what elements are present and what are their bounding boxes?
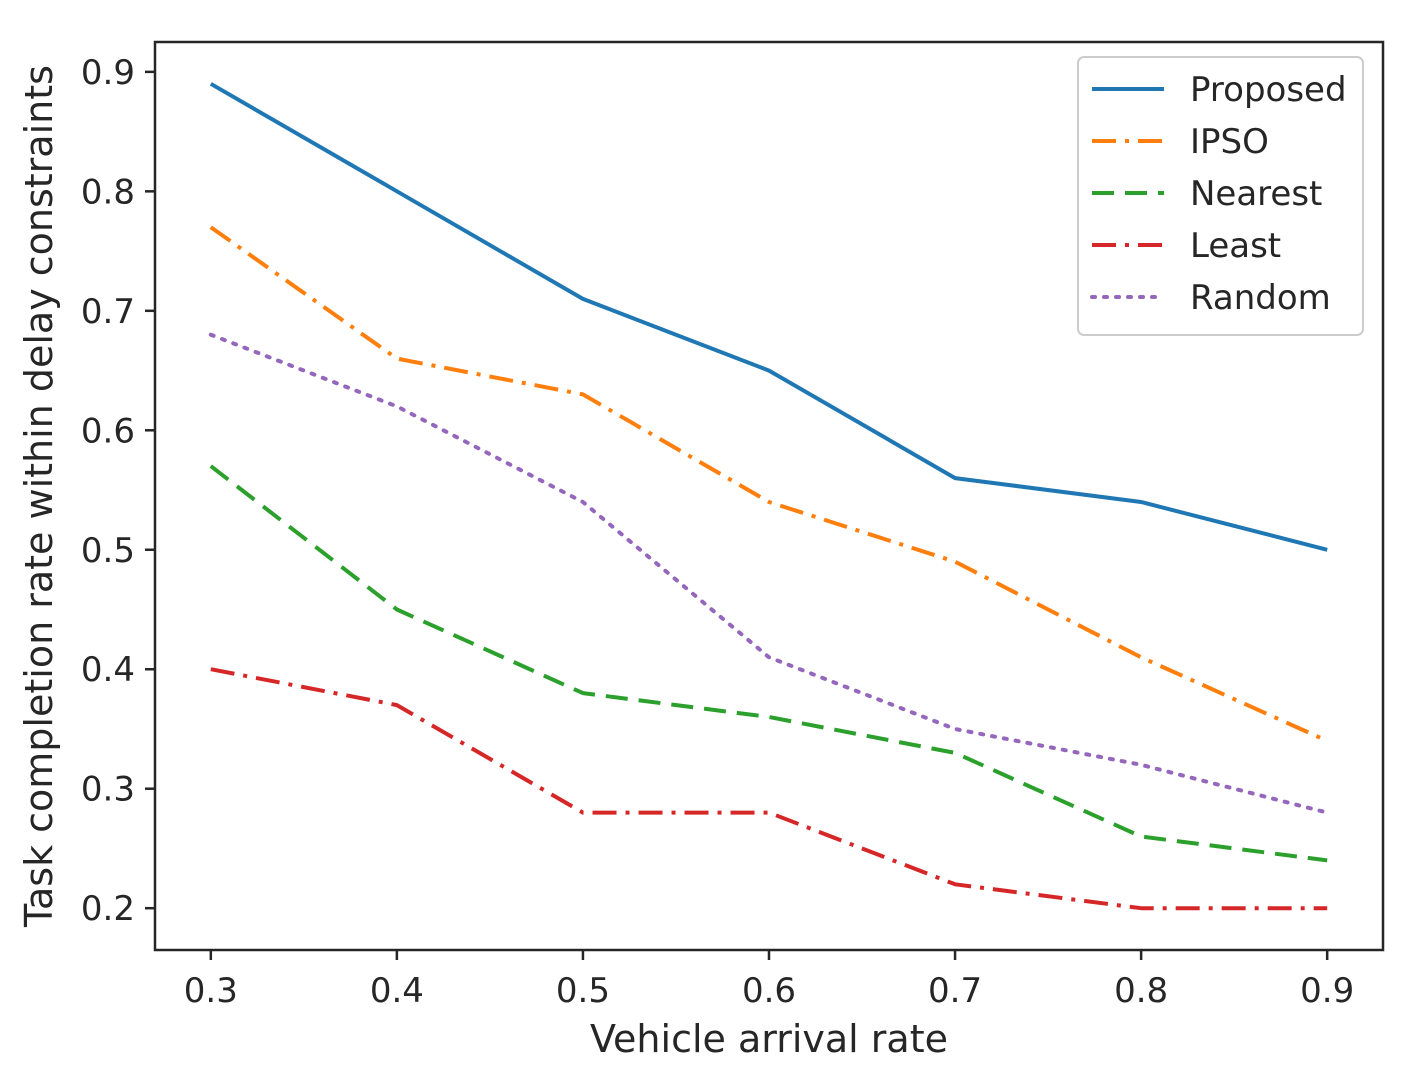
legend: Proposed IPSO Nearest Least Random (1077, 56, 1364, 336)
y-tick-label-0-6: 0.6 (81, 411, 135, 451)
y-tick-label-0-2: 0.2 (81, 889, 135, 929)
x-tick-label-0-5: 0.5 (556, 971, 610, 1011)
series-line-least (210, 667, 1328, 911)
x-tick-label-0-9: 0.9 (1300, 971, 1354, 1011)
x-tick-label-0-4: 0.4 (370, 971, 424, 1011)
y-tick-label-0-7: 0.7 (81, 292, 135, 332)
x-axis: 0.3 0.4 0.5 0.6 0.7 0.8 0.9 (184, 950, 1354, 1011)
y-tick-label-0-9: 0.9 (81, 53, 135, 93)
y-tick-label-0-4: 0.4 (81, 650, 135, 690)
y-tick-label-0-8: 0.8 (81, 172, 135, 212)
y-axis-label: Task completion rate within delay constr… (17, 65, 61, 928)
legend-label-random: Random (1190, 278, 1331, 318)
x-tick-label-0-8: 0.8 (1114, 971, 1168, 1011)
series-line-nearest (209, 464, 1328, 863)
x-tick-label-0-3: 0.3 (184, 971, 238, 1011)
y-axis: 0.2 0.3 0.4 0.5 0.6 0.7 0.8 0.9 (81, 53, 155, 929)
series-line-random (208, 332, 1330, 815)
legend-label-least: Least (1190, 226, 1281, 266)
x-tick-label-0-6: 0.6 (742, 971, 796, 1011)
y-tick-label-0-5: 0.5 (81, 531, 135, 571)
series-line-ipso (209, 225, 1329, 743)
x-tick-label-0-7: 0.7 (928, 971, 982, 1011)
y-tick-label-0-3: 0.3 (81, 770, 135, 810)
x-axis-label: Vehicle arrival rate (590, 1017, 948, 1061)
chart-marks (208, 82, 1330, 911)
legend-label-proposed: Proposed (1190, 70, 1347, 110)
legend-label-nearest: Nearest (1190, 174, 1322, 214)
legend-label-ipso: IPSO (1190, 122, 1269, 162)
legend-box (1077, 56, 1364, 336)
series-line-proposed (209, 82, 1328, 552)
